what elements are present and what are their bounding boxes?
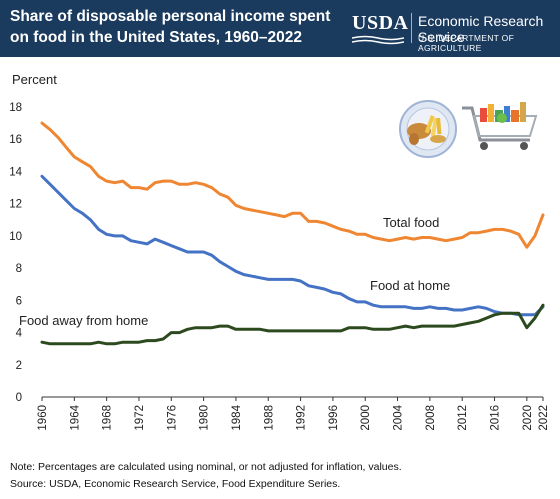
x-tick-label: 1996 bbox=[328, 405, 340, 431]
series-label-food-away-from-home: Food away from home bbox=[19, 313, 148, 328]
x-tick-label: 2000 bbox=[360, 405, 372, 431]
x-tick-label: 2016 bbox=[490, 405, 502, 431]
usda-logo-text: USDA bbox=[352, 12, 409, 34]
shopping-cart-icon bbox=[462, 102, 538, 150]
y-tick-label: 4 bbox=[16, 328, 23, 340]
series-label-food-at-home: Food at home bbox=[370, 278, 450, 293]
x-axis: 1960 1964 1968 1972 1976 1980 1984 1988 1992 1996… bbox=[37, 396, 550, 431]
title-line-1: Share of disposable personal income spen… bbox=[10, 8, 331, 25]
x-tick-label: 2012 bbox=[457, 405, 469, 431]
y-axis: Percent 0 2 4 6 8 10 12 14 16 18 bbox=[9, 72, 57, 404]
series-label-total-food: Total food bbox=[383, 215, 439, 230]
x-tick-label: 1960 bbox=[37, 405, 49, 431]
x-tick-label: 1992 bbox=[296, 405, 308, 431]
series-line-food-at-home bbox=[40, 174, 545, 317]
y-axis-label: Percent bbox=[12, 72, 57, 87]
x-tick-label: 2020 bbox=[522, 405, 534, 431]
series-line-total-food bbox=[40, 121, 545, 249]
x-tick-label: 1988 bbox=[263, 405, 275, 431]
logo-divider bbox=[411, 13, 412, 43]
agency-name: Economic Research Service bbox=[418, 13, 544, 45]
y-tick-label: 12 bbox=[9, 199, 22, 211]
y-tick-label: 18 bbox=[9, 102, 22, 114]
footnote: Note: Percentages are calculated using n… bbox=[10, 461, 402, 473]
x-tick-label: 2008 bbox=[425, 405, 437, 431]
y-tick-label: 2 bbox=[16, 360, 22, 372]
department-name: U.S. DEPARTMENT OF AGRICULTURE bbox=[418, 33, 515, 53]
title-line-2: on food in the United States, 1960–2022 bbox=[10, 29, 302, 46]
x-tick-label: 1980 bbox=[199, 405, 211, 431]
food-plate-icon bbox=[399, 100, 457, 158]
x-tick-label: 2004 bbox=[393, 404, 405, 430]
header-banner: Share of disposable personal income spen… bbox=[0, 0, 560, 57]
y-tick-label: 16 bbox=[9, 134, 22, 146]
series-labels: Total food Food at home Food away from hom… bbox=[19, 215, 450, 328]
x-tick-label: 2022 bbox=[538, 405, 550, 431]
y-tick-label: 10 bbox=[9, 231, 22, 243]
y-tick-label: 6 bbox=[16, 295, 22, 307]
series-lines bbox=[40, 121, 545, 346]
y-tick-label: 14 bbox=[9, 166, 22, 178]
x-tick-label: 1984 bbox=[231, 404, 243, 430]
y-tick-label: 0 bbox=[16, 392, 22, 404]
y-tick-label: 8 bbox=[16, 263, 22, 275]
x-tick-label: 1968 bbox=[102, 405, 114, 431]
x-tick-label: 1964 bbox=[69, 404, 81, 430]
x-tick-label: 1972 bbox=[134, 405, 146, 431]
source-note: Source: USDA, Economic Research Service,… bbox=[10, 478, 341, 490]
x-tick-label: 1976 bbox=[166, 405, 178, 431]
page-title: Share of disposable personal income spen… bbox=[10, 6, 340, 48]
series-line-food-away-from-home bbox=[40, 303, 545, 346]
usda-logo-icon bbox=[352, 35, 404, 45]
